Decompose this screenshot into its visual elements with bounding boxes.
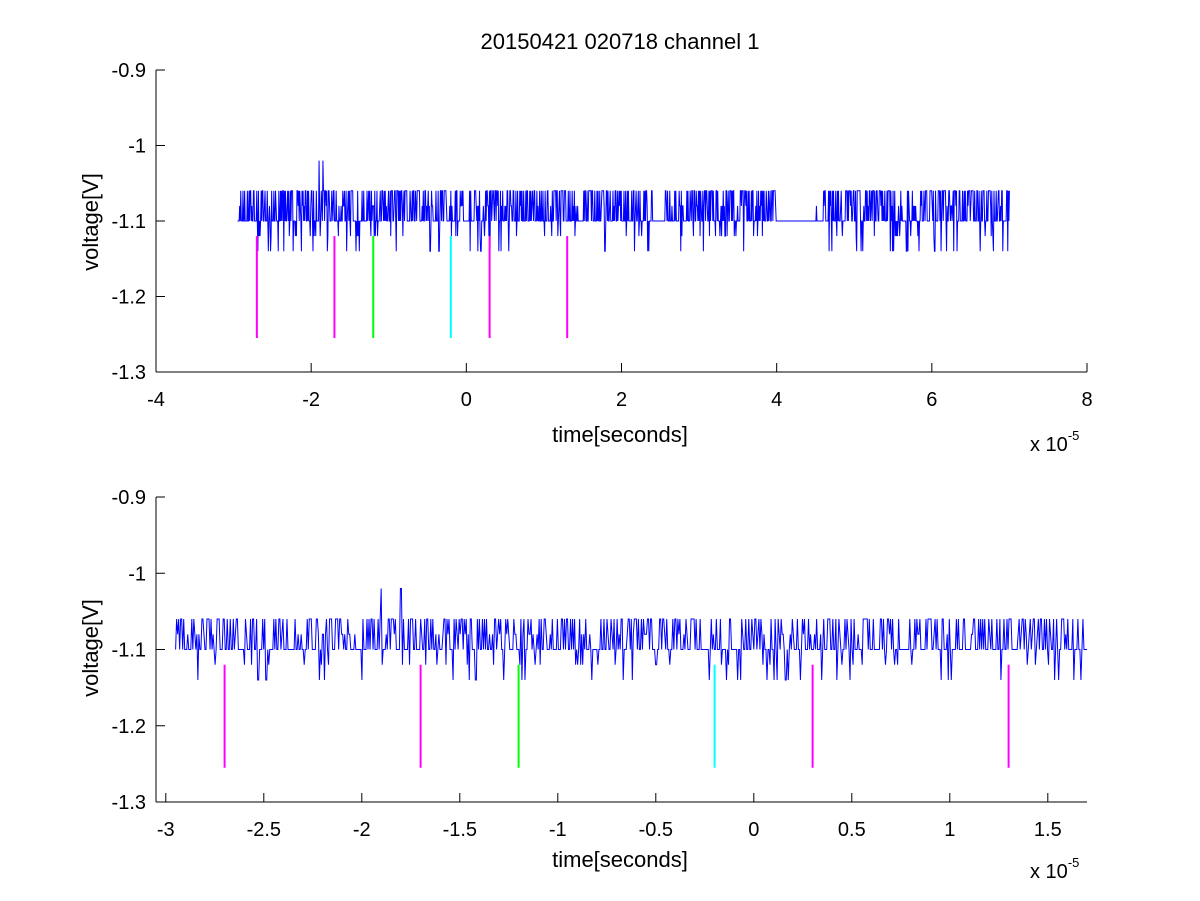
- y-tick-label: -0.9: [112, 60, 146, 82]
- y-tick-label: -1: [128, 136, 146, 158]
- x-tick-label: 6: [926, 389, 937, 411]
- y-tick-label: -1.1: [112, 211, 146, 233]
- x-axis-multiplier-base: x 10: [1030, 861, 1068, 883]
- x-tick-label: -2.5: [247, 819, 281, 841]
- tick-layer: -3 -2.5 -2 -1.5 -1 -0.5 0 0.5 1 1.5 -1.3 -1.2 -1.1 -1…: [112, 487, 1062, 841]
- x-axis-multiplier-base: x 10: [1030, 434, 1068, 456]
- x-tick-label: -3: [157, 819, 175, 841]
- x-tick-label: -2: [302, 389, 320, 411]
- x-tick-label: 0: [461, 389, 472, 411]
- marker-layer: [223, 664, 1010, 768]
- axes-layer: [155, 70, 1087, 373]
- chart-title: 20150421 020718 channel 1: [481, 29, 760, 54]
- y-tick-label: -1.3: [112, 792, 146, 814]
- x-tick-label: 0: [748, 819, 759, 841]
- x-tick-label: 1.5: [1034, 819, 1062, 841]
- tick-layer: -4 -2 0 2 4 6 8 -1.3 -1.2 -1.1 -1 -0.9: [112, 60, 1093, 411]
- signal-layer: [175, 588, 1087, 681]
- y-tick-label: -1.2: [112, 287, 146, 309]
- marker-layer: [255, 236, 569, 339]
- chart-bottom: -3 -2.5 -2 -1.5 -1 -0.5 0 0.5 1 1.5 -1.3 -1.2 -1.1 -1…: [78, 487, 1087, 883]
- signal-trace: [175, 588, 1087, 681]
- x-tick-label: 1: [944, 819, 955, 841]
- signal-layer: [237, 160, 1010, 252]
- chart-top: 20150421 020718 channel 1 -4 -2 0 2 4 6 8-1.3-…: [78, 29, 1093, 456]
- x-axis-multiplier-exponent: -5: [1068, 428, 1080, 443]
- y-tick-label: -1.1: [112, 640, 146, 662]
- x-tick-label: -4: [147, 389, 165, 411]
- x-axis-multiplier: x 10-5: [1030, 855, 1079, 883]
- signal-trace: [237, 160, 1010, 252]
- y-tick-label: -0.9: [112, 487, 146, 509]
- x-tick-label: 8: [1081, 389, 1092, 411]
- x-tick-label: 2: [616, 389, 627, 411]
- y-tick-label: -1.3: [112, 362, 146, 384]
- y-tick-label: -1.2: [112, 716, 146, 738]
- y-axis-label: voltage[V]: [78, 599, 103, 697]
- x-tick-label: 0.5: [838, 819, 866, 841]
- x-tick-label: -1.5: [443, 819, 477, 841]
- x-axis-label: time[seconds]: [552, 422, 688, 447]
- axes-layer: [155, 497, 1087, 803]
- x-tick-label: 4: [771, 389, 782, 411]
- x-axis-multiplier-exponent: -5: [1068, 855, 1080, 870]
- x-axis-multiplier: x 10-5: [1030, 428, 1079, 456]
- x-tick-label: -2: [353, 819, 371, 841]
- x-tick-label: -1: [549, 819, 567, 841]
- y-tick-label: -1: [128, 563, 146, 585]
- y-axis-label: voltage[V]: [78, 173, 103, 271]
- x-tick-label: -0.5: [639, 819, 673, 841]
- x-axis-label: time[seconds]: [552, 847, 688, 872]
